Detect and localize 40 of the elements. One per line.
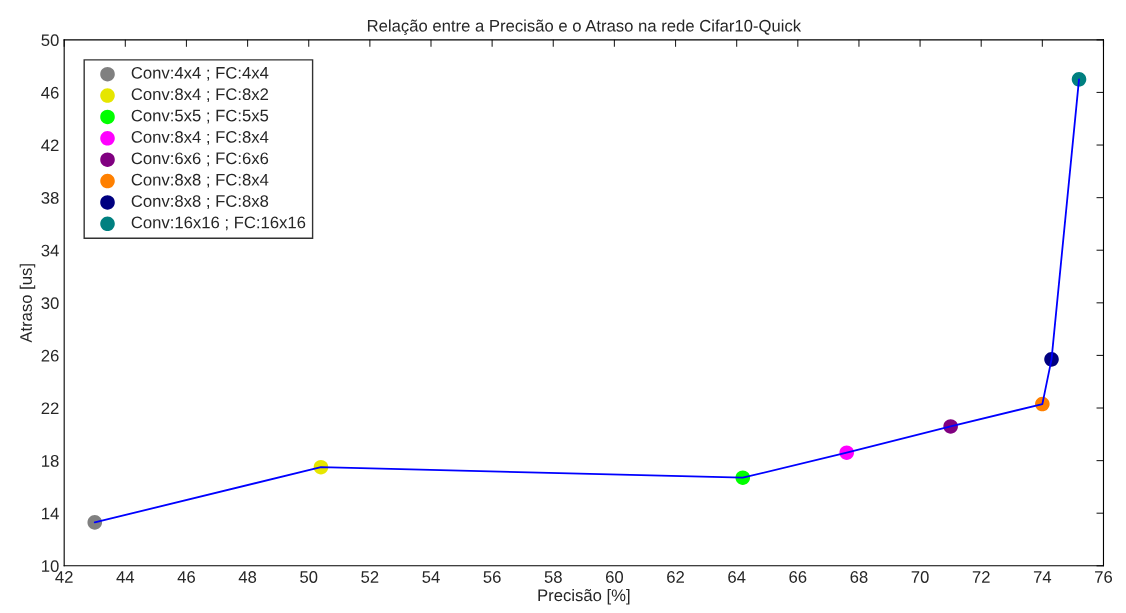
x-tick-label: 68 xyxy=(850,571,868,583)
y-tick-label: 14 xyxy=(42,507,59,520)
x-tick-label: 72 xyxy=(972,571,990,583)
x-tick-label: 58 xyxy=(544,571,562,583)
x-tick-label: 66 xyxy=(789,571,807,583)
legend-label: Conv:4x4 ; FC:4x4 xyxy=(131,66,269,81)
y-tick-label: 50 xyxy=(41,34,59,47)
y-tick-label: 22 xyxy=(41,402,59,415)
y-tick-label: 30 xyxy=(41,297,59,310)
y-tick-label: 38 xyxy=(41,192,59,204)
x-tick-label: 70 xyxy=(911,571,929,583)
x-tick-label: 50 xyxy=(300,571,318,583)
legend-label: Conv:8x4 ; FC:8x2 xyxy=(131,88,269,103)
x-tick-label: 44 xyxy=(116,571,135,583)
x-tick-label: 52 xyxy=(361,571,379,583)
legend-label: Conv:5x5 ; FC:5x5 xyxy=(131,109,269,124)
x-tick-label: 62 xyxy=(667,571,684,583)
y-tick-label: 46 xyxy=(41,86,59,99)
x-tick-label: 54 xyxy=(422,571,440,583)
y-tick-label: 34 xyxy=(41,244,59,257)
y-axis-title: Atraso [us] xyxy=(19,264,36,343)
x-tick-label: 48 xyxy=(238,571,257,583)
x-tick-label: 60 xyxy=(605,571,624,583)
legend-label: Conv:16x16 ; FC:16x16 xyxy=(131,216,306,231)
x-tick-label: 46 xyxy=(177,571,195,583)
x-tick-label: 56 xyxy=(483,571,501,583)
legend-label: Conv:8x8 ; FC:8x8 xyxy=(131,195,269,209)
x-tick-label: 64 xyxy=(728,571,746,583)
legend-label: Conv:6x6 ; FC:6x6 xyxy=(131,152,269,167)
x-tick-label: 74 xyxy=(1033,571,1052,583)
y-tick-label: 18 xyxy=(42,455,59,467)
legend-label: Conv:8x8 ; FC:8x4 xyxy=(131,173,269,188)
x-tick-label: 76 xyxy=(1095,571,1113,583)
legend-label: Conv:8x4 ; FC:8x4 xyxy=(131,131,269,145)
y-tick-label: 42 xyxy=(41,139,59,152)
chart-title: Relação entre a Precisão e o Atraso na rede Cifar10-Quick xyxy=(367,19,802,36)
y-tick-label: 26 xyxy=(41,349,59,362)
x-tick-label: 42 xyxy=(55,571,73,583)
y-tick-label: 10 xyxy=(42,560,59,572)
x-axis-title: Precisão [%] xyxy=(538,588,630,605)
